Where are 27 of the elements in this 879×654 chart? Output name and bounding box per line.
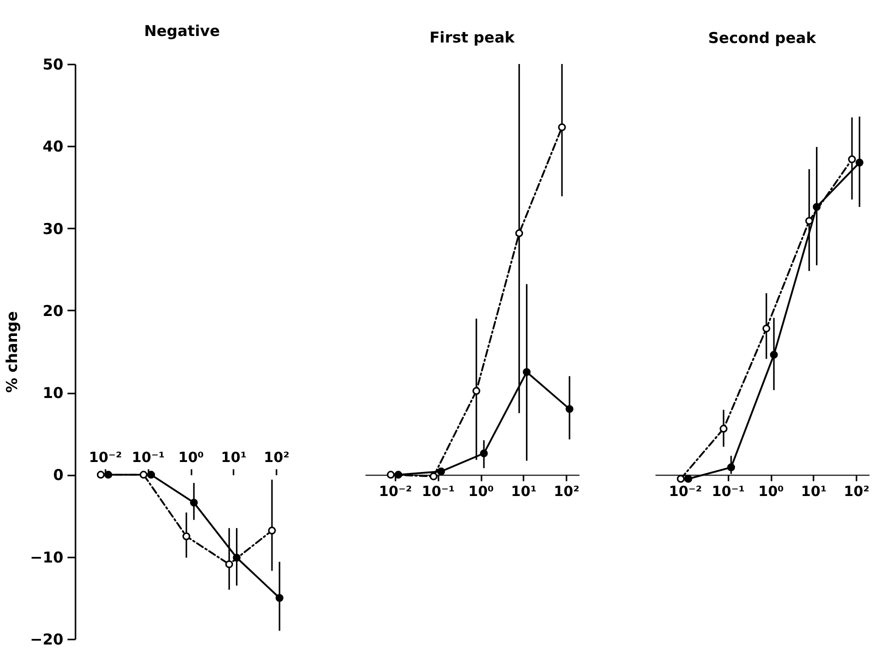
x-tick-label: 10⁻¹ (712, 484, 745, 500)
y-tick-label: 0 (53, 466, 64, 484)
chart-title: First peak (429, 28, 516, 46)
x-tick-label: 10⁻² (88, 450, 122, 466)
x-tick-label: 10⁻¹ (132, 450, 165, 466)
y-tick-label: 10 (42, 384, 64, 402)
y-tick-label: 50 (42, 56, 64, 74)
y-tick-label: −20 (30, 630, 64, 648)
y-tick-label: −10 (30, 548, 64, 566)
x-tick-label: 10¹ (801, 484, 827, 500)
x-tick-label: 10⁻² (378, 484, 412, 500)
x-tick-label: 10² (264, 450, 290, 466)
x-tick-label: 10⁻¹ (422, 484, 455, 500)
y-tick-label: 30 (42, 220, 64, 238)
x-tick-label: 10⁻² (668, 484, 702, 500)
x-tick-label: 10² (554, 484, 580, 500)
y-axis-title: % change (3, 311, 22, 393)
x-tick-label: 10⁰ (758, 484, 784, 500)
x-tick-label: 10⁰ (468, 484, 494, 500)
x-tick-label: 10² (844, 484, 870, 500)
chart-title: Negative (144, 22, 220, 40)
chart-title: Second peak (708, 29, 817, 47)
y-tick-label: 20 (42, 302, 64, 320)
x-tick-label: 10⁰ (178, 450, 204, 466)
x-tick-label: 10¹ (511, 484, 537, 500)
x-tick-label: 10¹ (221, 450, 247, 466)
y-tick-label: 40 (42, 138, 64, 156)
